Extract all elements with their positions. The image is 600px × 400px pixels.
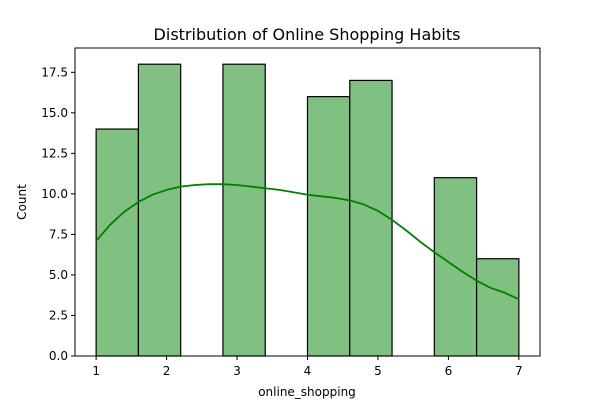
kde-curve: [95, 183, 520, 301]
histogram-bar: [475, 258, 520, 357]
y-axis-label: Count: [15, 184, 29, 220]
y-tick-label: 10.0: [41, 187, 68, 201]
histogram-bar: [306, 96, 351, 357]
histogram-bar: [349, 79, 393, 357]
kde-curve-layer: [95, 183, 520, 301]
y-tick-label: 17.5: [41, 65, 68, 79]
histogram-bars: [95, 63, 520, 357]
histogram-bar: [137, 63, 182, 357]
x-tick-label: 4: [304, 364, 312, 378]
x-tick-label: 5: [374, 364, 382, 378]
histogram-bar: [95, 128, 140, 357]
x-tick-label: 7: [515, 364, 523, 378]
y-tick-label: 12.5: [41, 146, 68, 160]
y-tick-label: 0.0: [49, 349, 68, 363]
y-tick-label: 5.0: [49, 268, 68, 282]
x-tick-label: 1: [92, 364, 100, 378]
y-tick-label: 2.5: [49, 308, 68, 322]
histogram-bar: [222, 63, 266, 357]
axes: 1 2 3 4 5 6 7 0.0 2.5 5.0 7.5 10.0 12.5 15.0 17.5: [41, 47, 541, 378]
x-tick-label: 3: [233, 364, 241, 378]
chart-title: Distribution of Online Shopping Habits: [154, 25, 461, 44]
y-tick-label: 7.5: [49, 227, 68, 241]
x-tick-label: 2: [163, 364, 171, 378]
x-tick-label: 6: [445, 364, 453, 378]
y-tick-label: 15.0: [41, 106, 68, 120]
x-axis-label: online_shopping: [258, 385, 356, 399]
